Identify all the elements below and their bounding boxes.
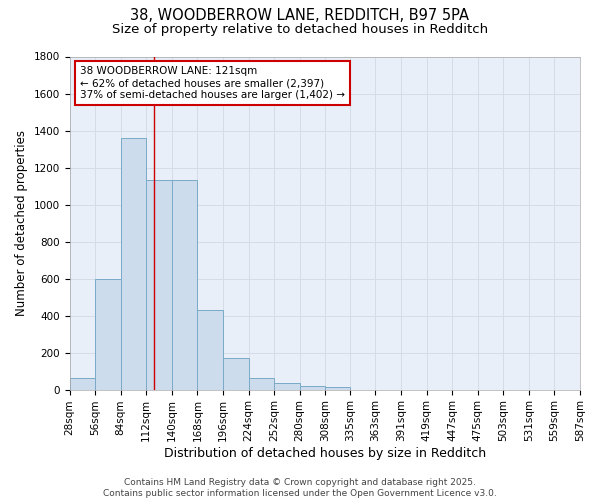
Bar	[70, 378, 95, 390]
Bar	[121, 138, 146, 390]
Text: Contains HM Land Registry data © Crown copyright and database right 2025.
Contai: Contains HM Land Registry data © Crown c…	[103, 478, 497, 498]
Bar	[299, 386, 325, 390]
Bar	[223, 358, 248, 390]
Bar	[248, 378, 274, 390]
Bar	[325, 387, 350, 390]
Text: 38, WOODBERROW LANE, REDDITCH, B97 5PA: 38, WOODBERROW LANE, REDDITCH, B97 5PA	[131, 8, 470, 22]
Text: 38 WOODBERROW LANE: 121sqm
← 62% of detached houses are smaller (2,397)
37% of s: 38 WOODBERROW LANE: 121sqm ← 62% of deta…	[80, 66, 345, 100]
Bar	[172, 180, 197, 390]
X-axis label: Distribution of detached houses by size in Redditch: Distribution of detached houses by size …	[164, 447, 486, 460]
Bar	[274, 383, 299, 390]
Bar	[197, 310, 223, 390]
Bar	[95, 278, 121, 390]
Text: Size of property relative to detached houses in Redditch: Size of property relative to detached ho…	[112, 22, 488, 36]
Y-axis label: Number of detached properties: Number of detached properties	[15, 130, 28, 316]
Bar	[146, 180, 172, 390]
